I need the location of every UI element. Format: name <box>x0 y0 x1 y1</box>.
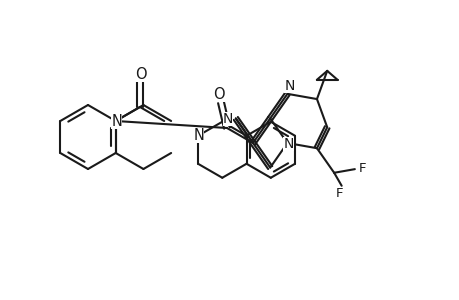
Text: N: N <box>284 79 294 93</box>
Text: F: F <box>358 162 366 175</box>
Text: O: O <box>213 87 224 102</box>
Text: O: O <box>135 67 146 82</box>
Text: N: N <box>193 128 204 143</box>
Text: N: N <box>283 137 293 151</box>
Text: N: N <box>111 113 122 128</box>
Text: N: N <box>222 112 232 126</box>
Text: F: F <box>335 187 343 200</box>
